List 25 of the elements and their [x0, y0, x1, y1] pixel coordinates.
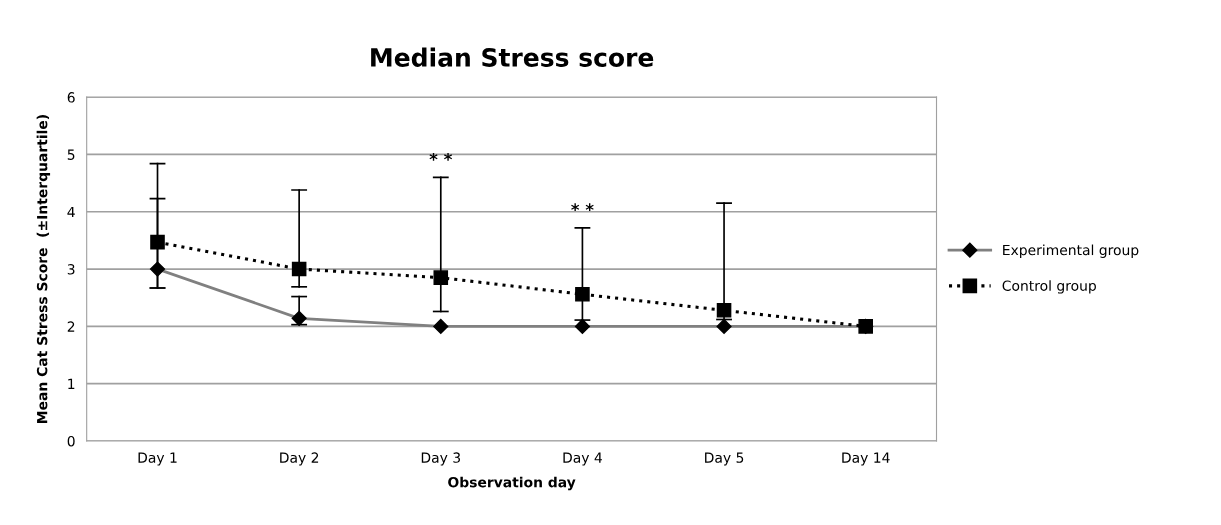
x-tick-label: Day 3 — [421, 452, 461, 466]
y-tick-label: 4 — [67, 206, 75, 218]
x-tick-label: Day 1 — [138, 452, 177, 466]
annotation: * * — [429, 152, 453, 161]
x-tick-label: Day 2 — [280, 452, 319, 466]
y-tick-label: 5 — [67, 149, 75, 160]
legend-label: Experimental group — [1003, 244, 1139, 258]
point — [575, 286, 590, 302]
y-tick-label: 3 — [67, 264, 75, 275]
y-tick-label: 1 — [68, 378, 75, 389]
point — [291, 261, 307, 277]
point — [716, 303, 732, 318]
legend-label: Control group — [1002, 280, 1096, 294]
x-tick-label: Day 14 — [842, 452, 890, 466]
x-tick-label: Day 5 — [705, 452, 744, 466]
annotation: * * — [571, 203, 594, 212]
y-tick-label: 0 — [67, 435, 75, 447]
x-tick-label: Day 4 — [563, 452, 602, 466]
y-tick-label: 6 — [67, 92, 75, 103]
point — [433, 270, 449, 285]
point — [150, 234, 165, 250]
chart-title: Median Stress score — [371, 47, 654, 67]
x-axis-title: Observation day — [448, 476, 576, 491]
y-axis-title: Mean Cat Stress Score (±Interquartile) — [36, 115, 51, 423]
y-tick-label: 2 — [67, 321, 75, 332]
